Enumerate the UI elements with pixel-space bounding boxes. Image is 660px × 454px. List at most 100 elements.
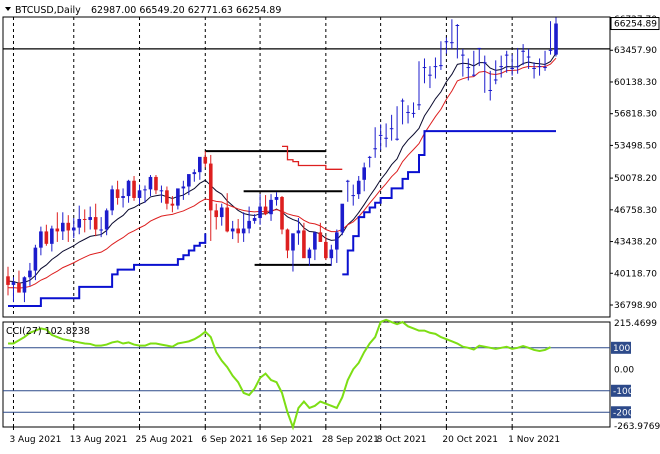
candle-body bbox=[263, 206, 268, 215]
time-tick-label: 6 Sep 2021 bbox=[201, 435, 252, 445]
candle-body bbox=[17, 283, 21, 293]
candle-body bbox=[99, 229, 103, 231]
candle-body bbox=[33, 247, 38, 271]
candle-body bbox=[444, 41, 449, 43]
cci-tick-label: -263.9769 bbox=[614, 422, 660, 432]
candle-body bbox=[291, 233, 295, 251]
time-tick-label: 25 Aug 2021 bbox=[136, 435, 194, 445]
candle-body bbox=[461, 54, 465, 56]
series-line-3 bbox=[282, 145, 343, 170]
candle-body bbox=[439, 65, 443, 67]
price-tick-label: 50078.20 bbox=[614, 174, 657, 184]
candle-body bbox=[230, 228, 235, 232]
candle-body bbox=[543, 67, 547, 69]
candle-body bbox=[39, 231, 43, 248]
candle-body bbox=[137, 190, 142, 198]
candle-body bbox=[22, 277, 27, 293]
cci-line bbox=[8, 318, 551, 431]
candle-body bbox=[521, 50, 525, 52]
candle-body bbox=[362, 167, 366, 180]
price-tick-label: 53498.50 bbox=[614, 141, 657, 151]
candle-body bbox=[61, 222, 65, 232]
candle-body bbox=[159, 190, 164, 192]
series-line-2 bbox=[8, 233, 207, 307]
candle-body bbox=[154, 176, 158, 191]
candle-body bbox=[11, 282, 16, 285]
candle-body bbox=[373, 148, 377, 150]
candle-body bbox=[367, 156, 372, 158]
candle-body bbox=[269, 199, 273, 215]
time-tick-label: 13 Aug 2021 bbox=[70, 435, 128, 445]
candle-body bbox=[417, 104, 421, 106]
horizontal-levels bbox=[3, 48, 610, 266]
candle-body bbox=[50, 228, 54, 244]
candle-body bbox=[329, 249, 334, 259]
candle-body bbox=[307, 249, 312, 259]
candle-body bbox=[296, 230, 301, 234]
cci-level-label: -200 bbox=[613, 408, 634, 418]
candle-body bbox=[356, 180, 361, 195]
candle-body bbox=[187, 174, 191, 187]
time-tick-label: 8 Oct 2021 bbox=[377, 435, 427, 445]
price-tick-label: 40118.70 bbox=[614, 269, 657, 279]
candle-body bbox=[55, 228, 60, 232]
price-tick-label: 46758.30 bbox=[614, 206, 657, 216]
time-tick-label: 16 Sep 2021 bbox=[256, 435, 313, 445]
candle-body bbox=[6, 276, 10, 285]
candle-body bbox=[236, 228, 240, 234]
ohlc-readout: 62987.00 66549.20 62771.63 66254.89 bbox=[91, 5, 281, 16]
price-tick-label: 36798.90 bbox=[614, 301, 657, 311]
candle-body bbox=[247, 220, 251, 229]
candle-body bbox=[384, 137, 388, 139]
candle-body bbox=[148, 176, 153, 190]
candle-body bbox=[422, 67, 427, 69]
candle-body bbox=[510, 68, 514, 70]
candle-body bbox=[198, 156, 202, 173]
price-tick-label: 60138.30 bbox=[614, 78, 657, 88]
candle-body bbox=[126, 180, 131, 197]
candle-body bbox=[225, 207, 229, 232]
price-tick-label: 63457.90 bbox=[614, 46, 657, 56]
candle-body bbox=[71, 227, 76, 231]
candle-body bbox=[280, 197, 284, 230]
candle-body bbox=[548, 49, 553, 51]
candle-body bbox=[258, 206, 262, 219]
candle-body bbox=[77, 218, 82, 228]
candle-body bbox=[82, 218, 87, 220]
dropdown-triangle-icon[interactable] bbox=[5, 7, 11, 11]
candle-body bbox=[241, 228, 246, 234]
cci-level-label: 100 bbox=[613, 344, 630, 354]
price-tick-label: 43438.20 bbox=[614, 238, 657, 248]
candle-body bbox=[252, 218, 257, 221]
candle-body bbox=[488, 89, 493, 91]
series-line-4 bbox=[342, 130, 556, 276]
cci-level-box bbox=[611, 341, 631, 354]
time-tick-label: 20 Oct 2021 bbox=[442, 435, 498, 445]
current-price-box bbox=[610, 17, 660, 31]
candle-body bbox=[455, 24, 460, 26]
candle-body bbox=[93, 217, 98, 230]
candle-body bbox=[493, 79, 498, 81]
candle-body bbox=[504, 54, 509, 56]
candle-body bbox=[203, 156, 208, 164]
price-axis: 66727.7063457.9060138.3056818.3053498.50… bbox=[610, 15, 660, 311]
cci-tick-label: 215.4699 bbox=[614, 319, 657, 329]
price-panel-border bbox=[2, 16, 611, 318]
candle-body bbox=[192, 172, 197, 175]
candle-body bbox=[554, 23, 558, 55]
cci-level-box bbox=[611, 406, 631, 419]
candle-body bbox=[378, 134, 383, 136]
candle-body bbox=[406, 111, 410, 113]
candle-body bbox=[428, 74, 432, 76]
candle-body bbox=[176, 188, 180, 206]
candle-body bbox=[214, 210, 219, 218]
candle-body bbox=[466, 67, 471, 69]
candle-body bbox=[274, 197, 279, 200]
candle-body bbox=[400, 100, 405, 102]
candle-body bbox=[515, 66, 520, 68]
candle-body bbox=[170, 203, 175, 206]
cci-tick-label: 0.00 bbox=[614, 365, 634, 375]
